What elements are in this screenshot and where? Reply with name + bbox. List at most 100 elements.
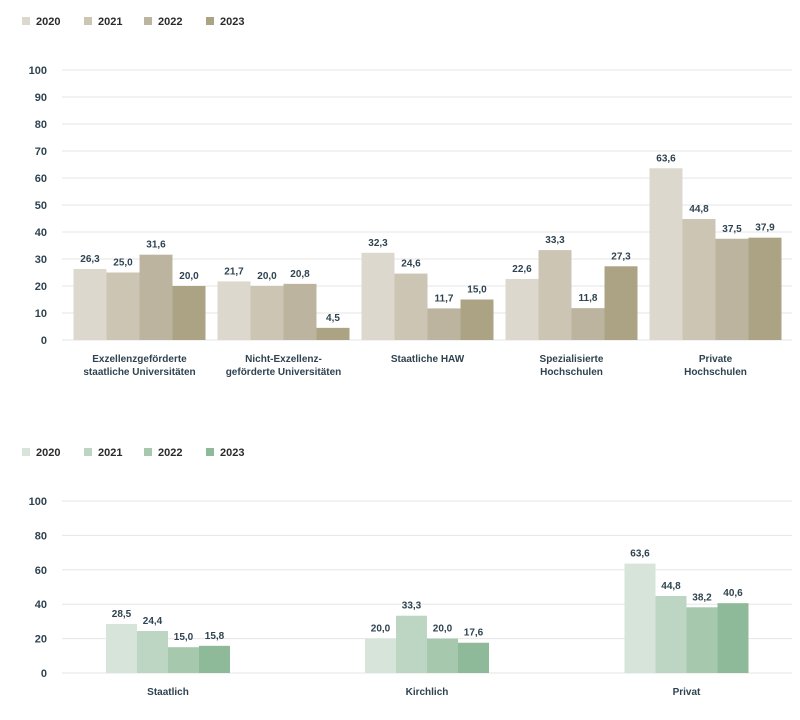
data-label: 11,8 (579, 293, 598, 304)
data-labels: 26,3 25,0 31,6 20,0 21,7 20,0 20,8 4,5 32,3 24,6 1… (80, 153, 775, 324)
y-tick-label: 100 (29, 65, 47, 77)
bar-2021 (538, 250, 572, 340)
y-tick-label: 100 (29, 496, 47, 508)
chart-traegerschaft: 2020 2021 2022 2023 0 20 40 60 80 100 28,5 24,4 15… (22, 447, 792, 698)
bar-2020 (361, 252, 395, 340)
bar-2020 (505, 278, 539, 340)
bar-2020 (106, 623, 137, 673)
category-label: Spezialisierte (540, 354, 604, 365)
data-label: 63,6 (656, 153, 676, 164)
bar-2021 (106, 272, 140, 340)
bar-2023 (748, 237, 782, 340)
data-label: 25,0 (113, 258, 133, 269)
legend-swatch-2021 (84, 17, 92, 25)
data-label: 28,5 (112, 609, 132, 620)
data-label: 15,0 (467, 285, 487, 296)
bar-2020 (624, 563, 656, 673)
data-label: 40,6 (723, 588, 743, 599)
data-label: 32,3 (368, 238, 388, 249)
y-tick-label: 60 (35, 173, 47, 185)
y-axis-ticks: 0 20 40 60 80 100 (29, 496, 47, 680)
bar-2021 (250, 286, 284, 340)
bar-2021 (682, 219, 716, 340)
bar-2023 (717, 603, 749, 673)
legend-swatch-2020 (22, 17, 30, 25)
bar-2023 (172, 286, 206, 340)
y-tick-label: 70 (35, 146, 47, 158)
category-label: staatliche Universitäten (83, 367, 195, 378)
bar-2020 (73, 268, 107, 340)
category-label: Hochschulen (540, 367, 603, 378)
category-label: Nicht-Exzellenz- (245, 354, 322, 365)
data-label: 21,7 (224, 266, 244, 277)
category-label: Staatlich (147, 687, 189, 698)
bar-2021 (396, 615, 427, 673)
bar-2022 (139, 254, 173, 340)
legend: 2020 2021 2022 2023 (22, 447, 244, 459)
data-label: 33,3 (545, 235, 565, 246)
legend-label-2023: 2023 (220, 16, 244, 28)
data-label: 20,0 (371, 624, 391, 635)
legend-swatch-2023 (206, 448, 214, 456)
y-tick-label: 80 (35, 119, 47, 131)
bar-2021 (137, 631, 168, 673)
y-axis-ticks: 0 10 20 30 40 50 60 70 80 90 100 (29, 65, 47, 347)
chart-hochschultypen: 2020 2021 2022 2023 0102030405060708090100 … (22, 16, 792, 378)
data-label: 63,6 (630, 549, 650, 560)
y-tick-label: 0 (41, 335, 47, 347)
bars (106, 563, 749, 673)
data-label: 20,8 (290, 269, 310, 280)
bar-2022 (427, 638, 458, 673)
bar-2020 (365, 638, 396, 673)
data-label: 15,0 (174, 632, 194, 643)
legend-swatch-2022 (144, 17, 152, 25)
bar-2022 (427, 308, 461, 340)
legend-label-2022: 2022 (158, 447, 182, 459)
data-label: 15,8 (205, 631, 225, 642)
y-tick-label: 40 (35, 599, 47, 611)
legend-label-2022: 2022 (158, 16, 182, 28)
y-tick-label: 60 (35, 565, 47, 577)
data-labels: 28,5 24,4 15,0 15,8 20,0 33,3 20,0 17,6 63,6 44,8… (112, 549, 743, 644)
legend: 2020 2021 2022 2023 (22, 16, 244, 28)
legend-swatch-2021 (84, 448, 92, 456)
data-label: 44,8 (661, 581, 681, 592)
bar-2023 (199, 645, 230, 673)
bar-2022 (571, 308, 605, 340)
y-tick-label: 40 (35, 227, 47, 239)
data-label: 44,8 (689, 204, 709, 215)
legend-label-2021: 2021 (98, 16, 122, 28)
data-label: 31,6 (146, 240, 166, 251)
data-label: 24,4 (143, 616, 163, 627)
y-tick-label: 10 (35, 308, 47, 320)
legend-label-2021: 2021 (98, 447, 122, 459)
bar-2023 (460, 299, 494, 340)
bar-2020 (217, 281, 251, 340)
data-label: 20,0 (257, 271, 277, 282)
legend-label-2020: 2020 (36, 447, 60, 459)
bar-2022 (168, 647, 199, 673)
bar-2020 (649, 168, 683, 340)
legend-swatch-2022 (144, 448, 152, 456)
y-tick-label: 90 (35, 92, 47, 104)
y-tick-label: 20 (35, 281, 47, 293)
data-label: 33,3 (402, 601, 422, 612)
category-label: Private (699, 354, 733, 365)
y-tick-label: 50 (35, 200, 47, 212)
bar-2023 (604, 266, 638, 340)
legend-swatch-2023 (206, 17, 214, 25)
bar-2022 (283, 283, 317, 340)
data-label: 4,5 (326, 313, 340, 324)
bar-2022 (715, 238, 749, 340)
category-label: Kirchlich (406, 687, 449, 698)
y-tick-label: 0 (41, 668, 47, 680)
bar-2023 (316, 327, 350, 340)
category-label: Staatliche HAW (391, 354, 465, 365)
data-label: 20,0 (179, 271, 199, 282)
x-axis-categories: Exzellenzgeförderte staatliche Universitä… (83, 354, 747, 378)
category-label: Hochschulen (684, 367, 747, 378)
data-label: 26,3 (80, 254, 100, 265)
legend-swatch-2020 (22, 448, 30, 456)
category-label: geförderte Universitäten (226, 367, 342, 378)
data-label: 11,7 (435, 293, 454, 304)
